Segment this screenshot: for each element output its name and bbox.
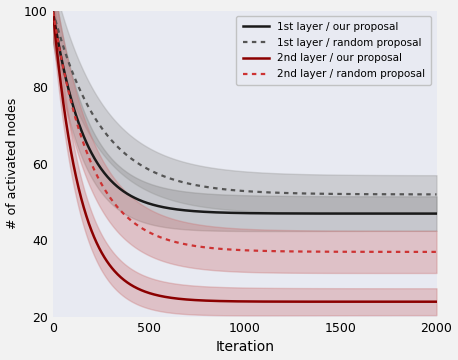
Y-axis label: # of activated nodes: # of activated nodes [5,98,19,229]
X-axis label: Iteration: Iteration [215,341,274,355]
Legend: 1st layer / our proposal, 1st layer / random proposal, 2nd layer / our proposal,: 1st layer / our proposal, 1st layer / ra… [236,16,431,85]
